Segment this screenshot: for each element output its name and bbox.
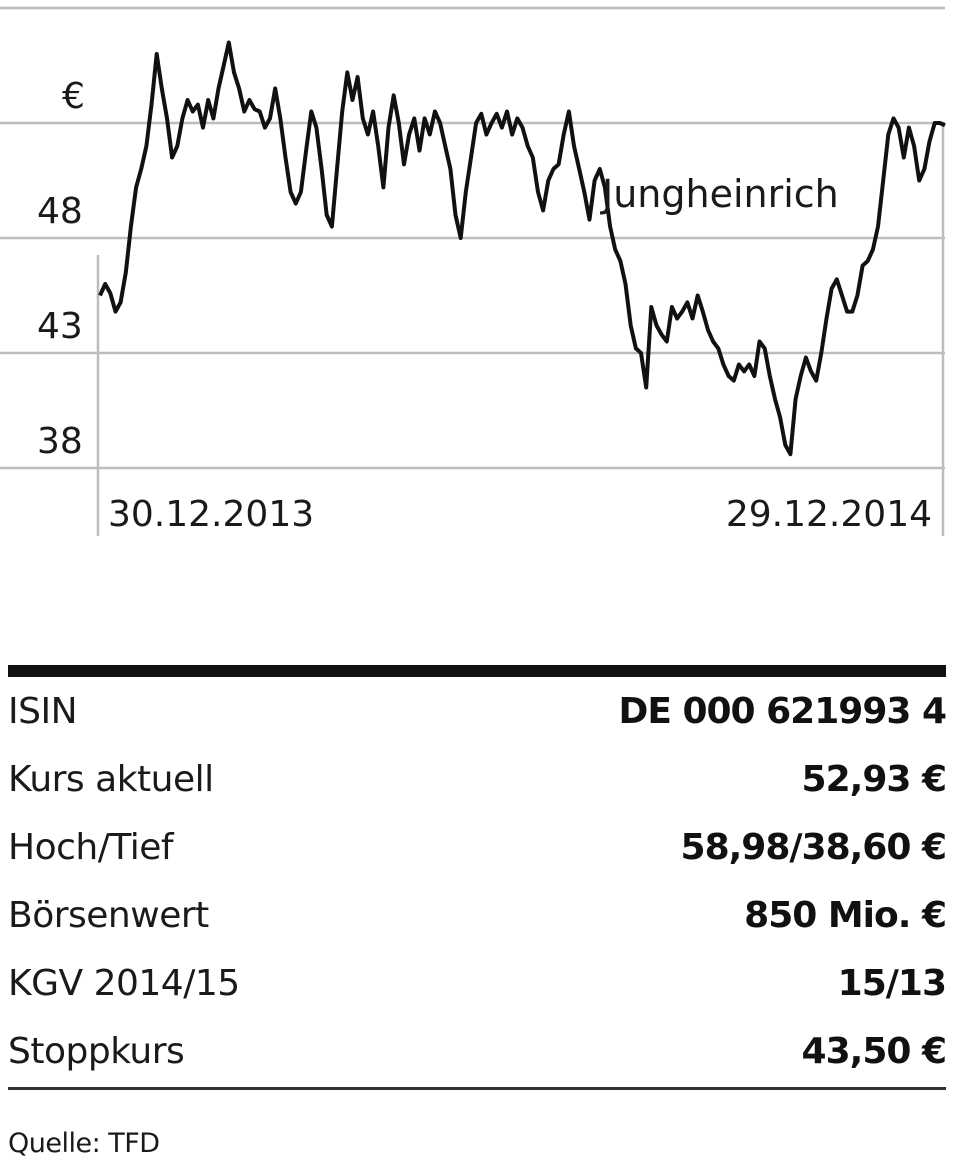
- x-end-label: 29.12.2014: [726, 494, 932, 535]
- table-row: Hoch/Tief 58,98/38,60 €: [8, 813, 947, 881]
- source-note: Quelle: TFD: [8, 1128, 160, 1159]
- table-row: KGV 2014/15 15/13: [8, 949, 947, 1017]
- price-chart: € 38 43 48 Jungheinrich 30.12.2013 29.12.2…: [0, 6, 946, 536]
- y-tick-label: 38: [37, 421, 83, 462]
- row-label: KGV 2014/15: [8, 962, 240, 1004]
- row-value: 58,98/38,60 €: [680, 826, 947, 868]
- row-value: DE 000 621993 4: [618, 690, 947, 732]
- table-top-rule: [8, 665, 946, 677]
- table-row: ISIN DE 000 621993 4: [8, 677, 947, 745]
- row-label: Kurs aktuell: [8, 758, 214, 800]
- y-tick-label: 43: [37, 306, 83, 347]
- x-start-label: 30.12.2013: [108, 494, 314, 535]
- grid-lines: [0, 6, 945, 470]
- series-line: [98, 40, 946, 457]
- y-tick-labels: 38 43 48: [37, 191, 83, 462]
- row-value: 52,93 €: [801, 758, 947, 800]
- row-label: ISIN: [8, 690, 78, 732]
- key-facts-table: ISIN DE 000 621993 4 Kurs aktuell 52,93 …: [8, 665, 947, 1090]
- row-value: 15/13: [837, 962, 947, 1004]
- table-bottom-rule: [8, 1087, 946, 1090]
- row-label: Stoppkurs: [8, 1030, 185, 1072]
- row-value: 43,50 €: [801, 1030, 947, 1072]
- table-row: Stoppkurs 43,50 €: [8, 1017, 947, 1085]
- row-value: 850 Mio. €: [744, 894, 947, 936]
- row-label: Börsenwert: [8, 894, 209, 936]
- series-label: Jungheinrich: [600, 172, 839, 216]
- y-tick-label: 48: [37, 191, 83, 232]
- y-unit-label: €: [62, 76, 85, 117]
- table-row: Kurs aktuell 52,93 €: [8, 745, 947, 813]
- table-row: Börsenwert 850 Mio. €: [8, 881, 947, 949]
- row-label: Hoch/Tief: [8, 826, 174, 868]
